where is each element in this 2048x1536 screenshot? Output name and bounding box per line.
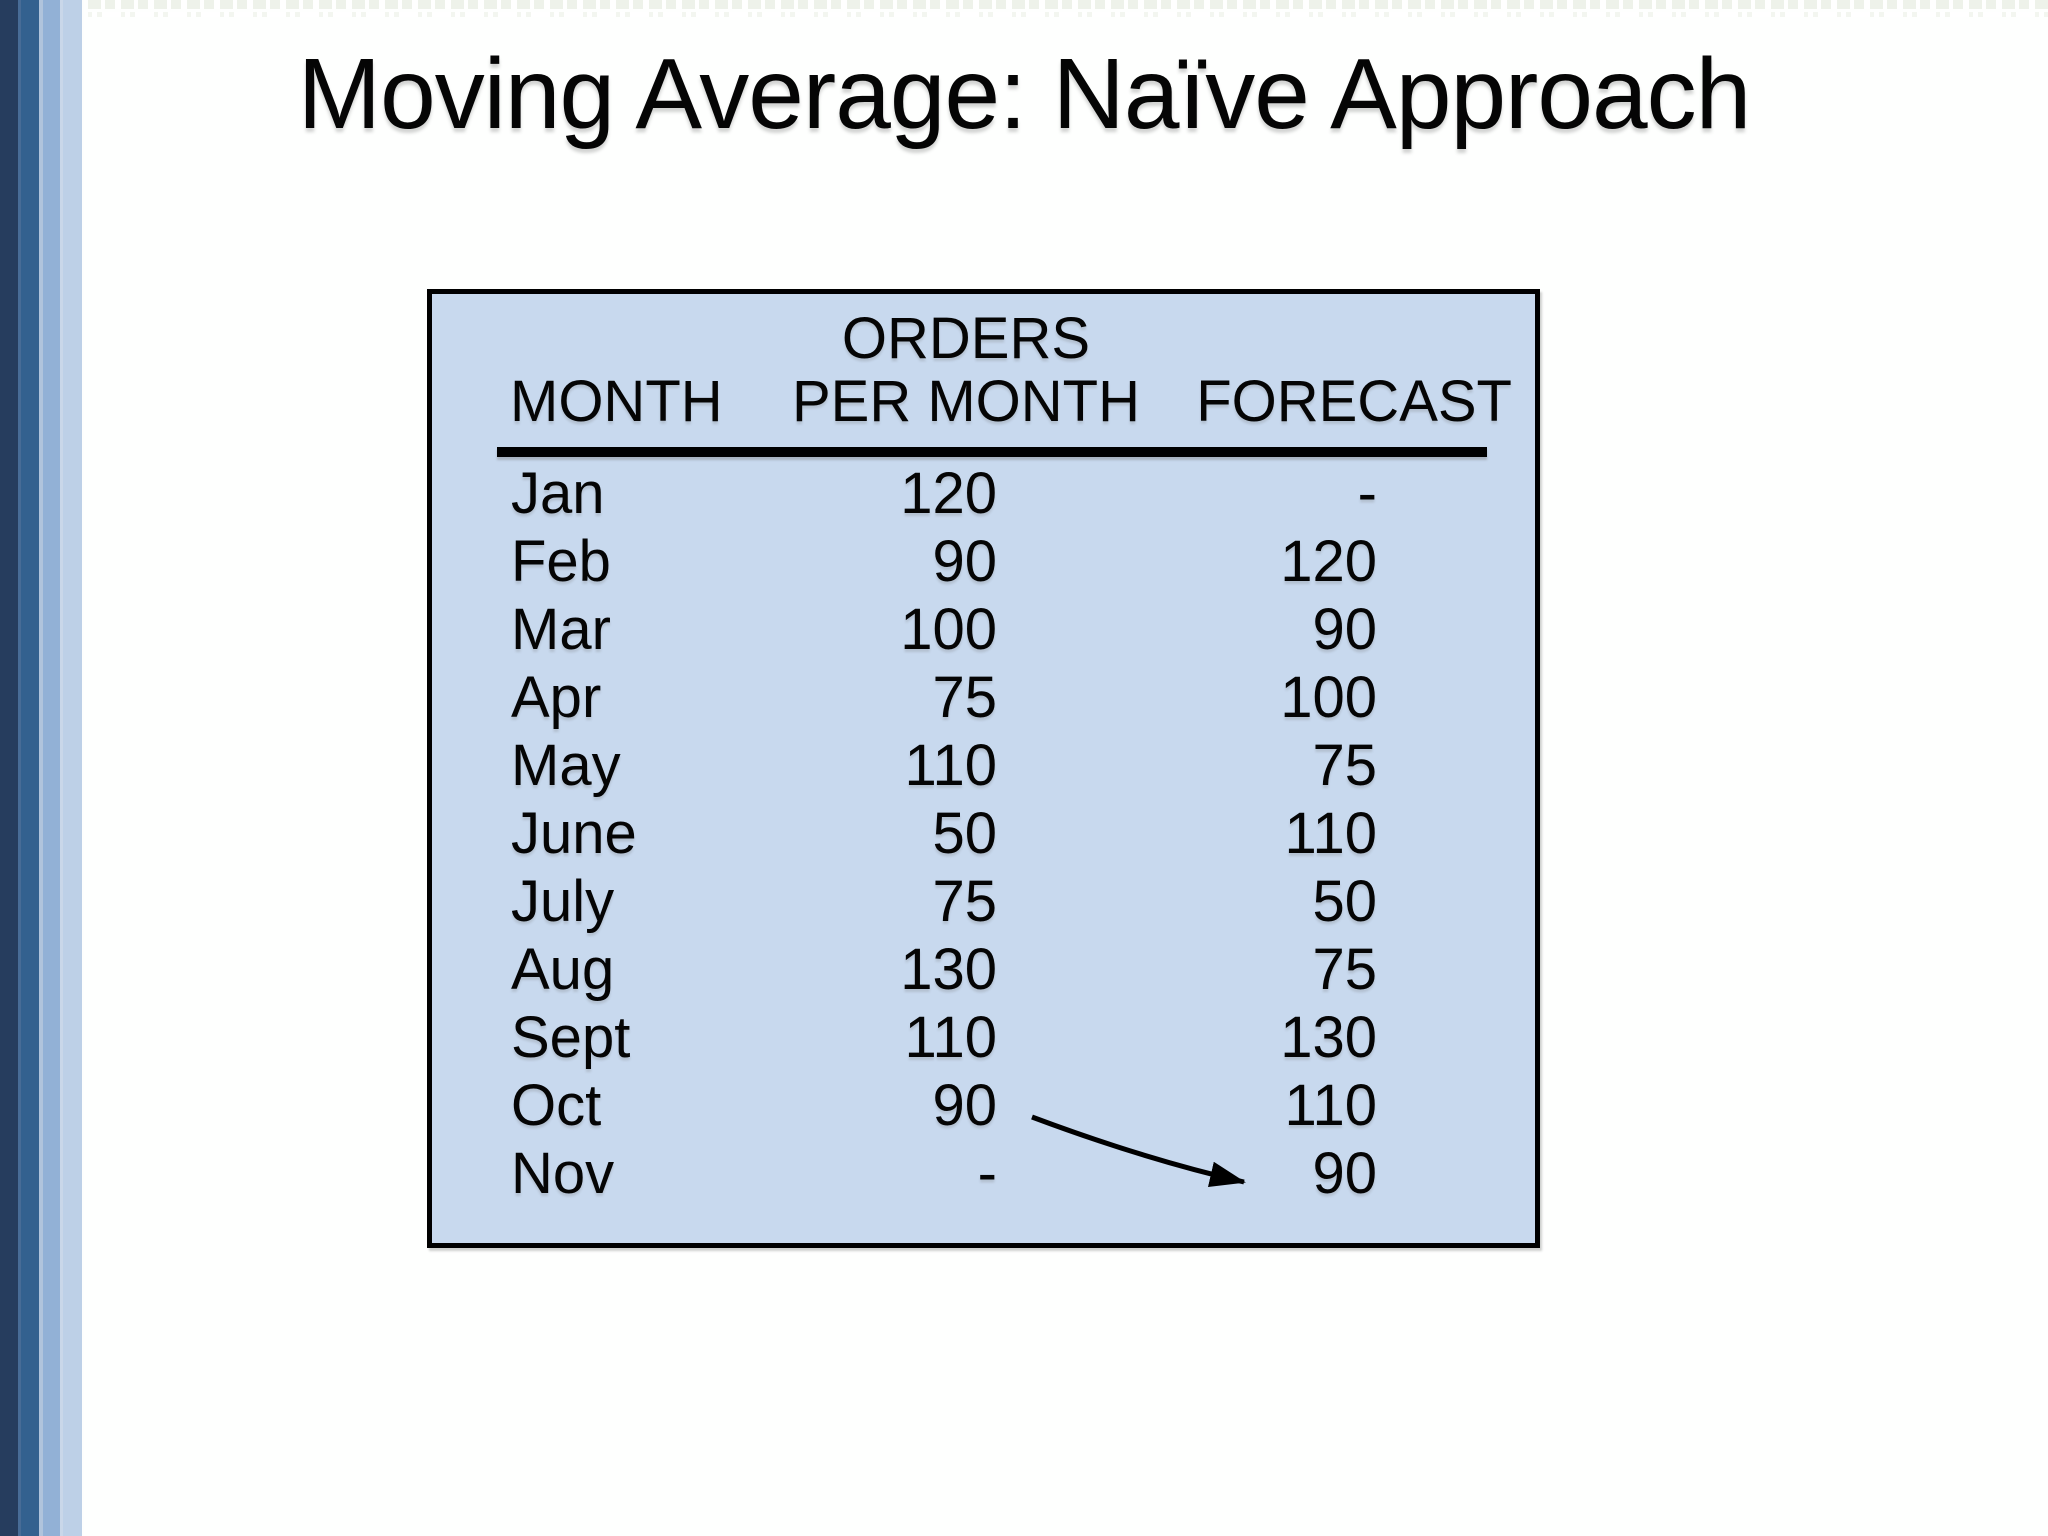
month-cell: Oct	[511, 1073, 602, 1138]
column-header-forecast: FORECAST	[1196, 369, 1512, 434]
orders-cell: 90	[932, 529, 997, 594]
month-cell: Jan	[511, 461, 605, 526]
table-row: Mar 100 90	[432, 601, 1535, 669]
month-cell: Feb	[511, 529, 611, 594]
table-row: July 75 50	[432, 873, 1535, 941]
orders-cell: 75	[932, 869, 997, 934]
month-cell: May	[511, 733, 621, 798]
orders-cell: 50	[932, 801, 997, 866]
table-row: May 110 75	[432, 737, 1535, 805]
month-cell: July	[511, 869, 615, 934]
forecast-cell: -	[1357, 461, 1377, 526]
forecast-cell: 50	[1312, 869, 1377, 934]
left-stripe-band	[0, 0, 84, 1536]
forecast-cell: 110	[1284, 1073, 1377, 1138]
forecast-cell: 120	[1280, 529, 1377, 594]
orders-cell: 130	[900, 937, 997, 1002]
month-cell: Sept	[511, 1005, 631, 1070]
orders-cell: 110	[904, 733, 997, 798]
column-header-orders-line1: ORDERS	[841, 306, 1091, 371]
header-rule	[497, 447, 1487, 457]
column-header-month: MONTH	[510, 369, 723, 434]
table-row: Apr 75 100	[432, 669, 1535, 737]
month-cell: Mar	[511, 597, 611, 662]
orders-cell: 110	[904, 1005, 997, 1070]
forecast-cell: 90	[1312, 597, 1377, 662]
month-cell: Aug	[511, 937, 615, 1002]
forecast-cell: 75	[1312, 937, 1377, 1002]
forecast-cell: 75	[1312, 733, 1377, 798]
table-row: June 50 110	[432, 805, 1535, 873]
column-header-orders-line2: PER MONTH	[792, 369, 1140, 434]
forecast-cell: 110	[1284, 801, 1377, 866]
page-title: Moving Average: Naïve Approach	[297, 38, 1751, 150]
top-texture-strip	[88, 0, 2048, 9]
table-row: Nov - 90	[432, 1145, 1535, 1213]
forecast-cell: 90	[1312, 1141, 1377, 1206]
table-row: Feb 90 120	[432, 533, 1535, 601]
top-texture-strip	[88, 12, 2048, 17]
month-cell: Nov	[511, 1141, 615, 1206]
month-cell: June	[511, 801, 637, 866]
table-row: Sept 110 130	[432, 1009, 1535, 1077]
table-row: Oct 90 110	[432, 1077, 1535, 1145]
table-row: Jan 120 -	[432, 465, 1535, 533]
orders-cell: 100	[900, 597, 997, 662]
orders-cell: -	[977, 1141, 997, 1206]
forecast-cell: 100	[1280, 665, 1377, 730]
orders-cell: 120	[900, 461, 997, 526]
table-row: Aug 130 75	[432, 941, 1535, 1009]
month-cell: Apr	[511, 665, 602, 730]
forecast-cell: 130	[1280, 1005, 1377, 1070]
data-table: ORDERS MONTH PER MONTH FORECAST Jan 120 …	[427, 289, 1540, 1248]
orders-cell: 90	[932, 1073, 997, 1138]
orders-cell: 75	[932, 665, 997, 730]
